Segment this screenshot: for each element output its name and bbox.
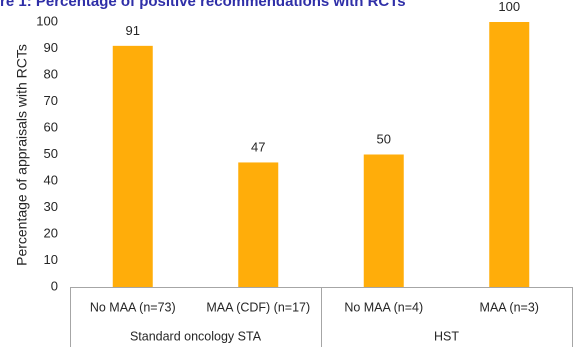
- y-tick-label: 60: [44, 119, 58, 134]
- bar: [112, 45, 153, 287]
- data-label: 91: [126, 23, 140, 38]
- y-tick-label: 70: [44, 93, 58, 108]
- y-tick-label: 90: [44, 40, 58, 55]
- y-tick-label: 40: [44, 172, 58, 187]
- x-tick-label: MAA (n=3): [480, 300, 539, 314]
- bar: [238, 162, 279, 287]
- x-tick-label: MAA (CDF) (n=17): [206, 300, 310, 314]
- y-tick-label: 10: [44, 252, 58, 267]
- x-tick-label: No MAA (n=4): [344, 300, 423, 314]
- y-tick-label: 30: [44, 199, 58, 214]
- data-label: 100: [498, 0, 520, 14]
- group-label: HST: [434, 329, 459, 343]
- y-tick-label: 80: [44, 66, 58, 81]
- y-tick-label: 100: [36, 13, 58, 28]
- group-label: Standard oncology STA: [130, 329, 262, 343]
- bars: 91 47 50 100: [112, 0, 530, 287]
- y-axis: 0 10 20 30 40 50 60 70 80 90 100: [36, 13, 58, 293]
- bar: [363, 154, 404, 287]
- y-axis-title: Percentage of appraisals with RCTs: [14, 44, 30, 266]
- x-axis: No MAA (n=73) MAA (CDF) (n=17) No MAA (n=4…: [70, 287, 573, 347]
- y-tick-label: 50: [44, 146, 58, 161]
- y-tick-label: 20: [44, 225, 58, 240]
- data-label: 50: [377, 132, 391, 147]
- data-label: 47: [251, 139, 265, 154]
- y-tick-label: 0: [51, 278, 58, 293]
- chart-title: re 1: Percentage of positive recommendat…: [0, 0, 406, 10]
- bar: [489, 22, 530, 287]
- x-tick-label: No MAA (n=73): [90, 300, 176, 314]
